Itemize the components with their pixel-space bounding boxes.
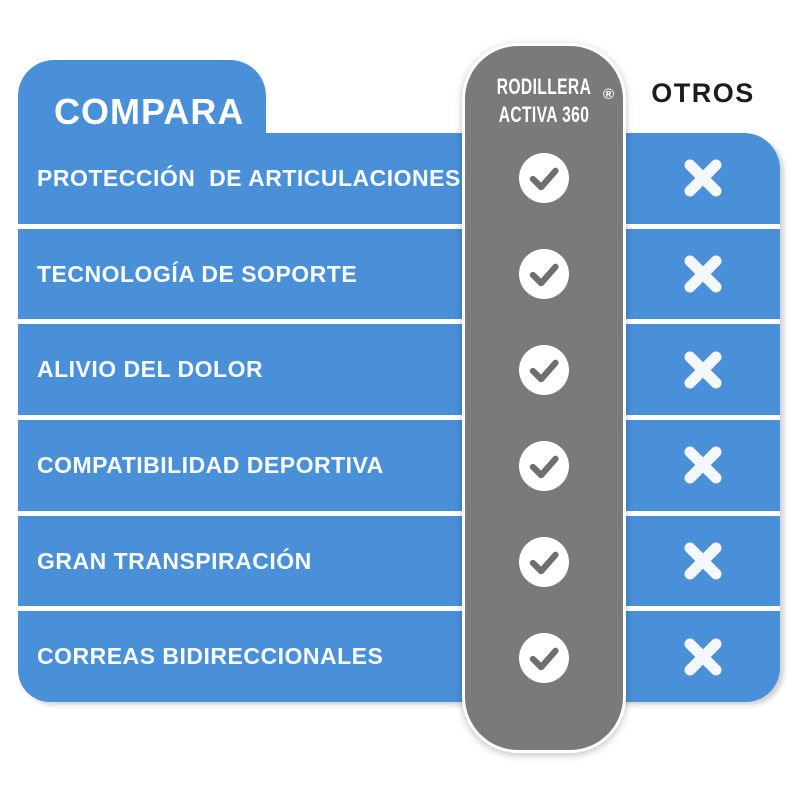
x-icon [679,633,727,681]
feature-row: PROTECCIÓN DE ARTICULACIONES [18,133,780,224]
product-name-line1: RODILLERA [496,75,592,100]
compare-header-tab: COMPARA [18,60,266,140]
feature-label: ALIVIO DEL DOLOR [37,356,264,383]
x-icon [679,346,727,394]
check-icon [519,249,569,299]
comparison-table: PROTECCIÓN DE ARTICULACIONES TECNOLOGÍA … [18,133,780,702]
check-icon [519,441,569,491]
compare-title: COMPARA [54,91,245,132]
check-icon [519,537,569,587]
check-icon [519,153,569,203]
x-icon [679,250,727,298]
product-name: RODILLERA ACTIVA 360 [482,74,605,130]
feature-row: CORREAS BIDIRECCIONALES [18,611,780,702]
feature-label: CORREAS BIDIRECCIONALES [37,643,384,670]
feature-row: TECNOLOGÍA DE SOPORTE [18,228,780,320]
x-icon [679,154,727,202]
feature-label: PROTECCIÓN DE ARTICULACIONES [37,164,461,191]
feature-label: GRAN TRANSPIRACIÓN [37,547,312,574]
x-icon [679,537,727,585]
registered-trademark-icon: ® [602,86,614,103]
check-icon [519,633,569,683]
feature-row: ALIVIO DEL DOLOR [18,324,780,416]
others-column-header: OTROS [651,78,755,108]
check-column [465,46,623,750]
x-icon [679,441,727,489]
check-icon [519,345,569,395]
feature-row: GRAN TRANSPIRACIÓN [18,515,780,607]
feature-row: COMPATIBILIDAD DEPORTIVA [18,420,780,511]
product-column: RODILLERA ACTIVA 360 ® [462,43,626,753]
feature-label: COMPATIBILIDAD DEPORTIVA [37,451,384,478]
product-name-line2: ACTIVA 360 [498,103,590,128]
feature-label: TECNOLOGÍA DE SOPORTE [37,260,358,287]
